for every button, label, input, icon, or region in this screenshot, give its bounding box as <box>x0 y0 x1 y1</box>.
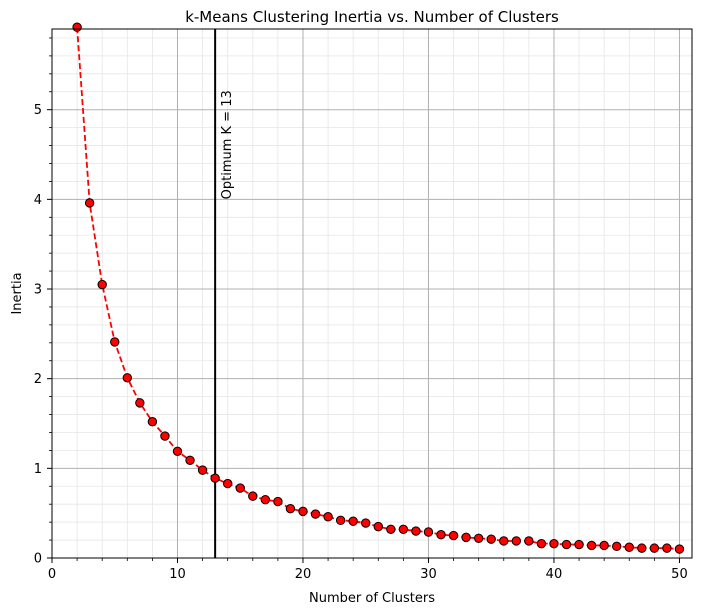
data-point <box>172 446 183 457</box>
data-point <box>486 534 496 544</box>
data-point <box>348 516 358 526</box>
data-point <box>373 521 383 532</box>
data-point <box>285 503 296 514</box>
optimum-k-line-group: Optimum K = 13 <box>214 29 235 558</box>
data-point <box>448 530 459 541</box>
data-point <box>110 337 120 347</box>
y-tick-label: 3 <box>34 283 42 298</box>
plot-frame <box>51 28 693 559</box>
data-point <box>147 417 158 427</box>
data-point <box>248 491 258 501</box>
data-point <box>586 540 597 551</box>
data-point <box>185 455 195 465</box>
y-tick-label: 1 <box>34 462 42 477</box>
data-point <box>662 543 672 553</box>
data-point <box>637 543 647 553</box>
data-point <box>398 524 409 535</box>
data-point <box>436 529 446 540</box>
data-point <box>473 533 484 543</box>
x-tick-label: 30 <box>420 567 437 582</box>
data-point <box>574 539 584 550</box>
data-point <box>84 198 95 208</box>
data-point <box>210 473 220 483</box>
x-tick-label: 0 <box>48 567 56 582</box>
x-tick-label: 10 <box>169 567 186 582</box>
data-point <box>323 512 333 522</box>
data-point <box>386 524 396 535</box>
data-point <box>536 538 547 549</box>
y-axis-title: Inertia <box>10 272 25 314</box>
y-tick-label: 0 <box>34 552 42 567</box>
data-point <box>549 538 559 549</box>
y-tick-label: 2 <box>34 372 42 387</box>
data-point <box>260 495 271 505</box>
data-point <box>461 532 471 543</box>
data-point <box>335 515 346 526</box>
data-point <box>524 536 534 546</box>
data-point <box>649 543 660 553</box>
data-point <box>361 518 371 528</box>
data-point <box>423 527 434 537</box>
data-point <box>411 526 421 536</box>
optimum-k-label: Optimum K = 13 <box>220 90 235 199</box>
data-point <box>624 542 634 552</box>
data-point <box>135 398 145 408</box>
data-point <box>310 509 321 519</box>
data-point <box>72 22 82 32</box>
data-point <box>160 431 170 441</box>
data-point <box>612 541 622 552</box>
x-axis-title: Number of Clusters <box>309 591 435 606</box>
data-point <box>197 465 208 475</box>
x-tick-label: 20 <box>295 567 312 582</box>
data-point <box>235 483 245 493</box>
data-point <box>97 279 107 290</box>
chart-title: k-Means Clustering Inertia vs. Number of… <box>185 8 559 26</box>
x-tick-label: 50 <box>671 567 688 582</box>
data-point <box>511 536 522 546</box>
x-tick-label: 40 <box>546 567 563 582</box>
data-point <box>222 478 233 489</box>
data-point <box>561 539 572 550</box>
data-point <box>273 496 283 507</box>
data-point <box>499 536 509 546</box>
y-tick-label: 4 <box>34 193 42 208</box>
series-layer <box>72 22 685 554</box>
data-point <box>674 544 685 554</box>
grid <box>51 29 692 559</box>
axes: 0 10 20 30 40 50 0 1 2 3 4 5 <box>34 37 688 582</box>
data-point <box>599 540 609 551</box>
y-tick-label: 5 <box>34 103 42 118</box>
data-point <box>122 373 132 383</box>
data-point <box>298 506 308 517</box>
